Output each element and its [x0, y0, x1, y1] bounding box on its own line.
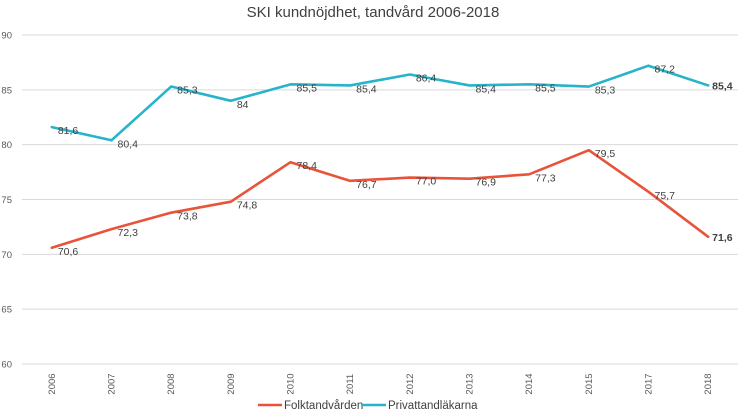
y-axis-ticks: 60 65 70 75 80 85 90 [1, 31, 12, 371]
x-tick-label: 2011 [345, 374, 356, 394]
x-tick-label: 2018 [703, 373, 714, 394]
series-line-folktandvården [50, 148, 710, 250]
data-label: 79,5 [595, 148, 616, 160]
x-tick-label: 2006 [47, 373, 58, 394]
y-tick-label: 80 [1, 140, 12, 151]
y-tick-label: 65 [1, 305, 12, 316]
legend: Folktandvården Privattandläkarna [258, 400, 478, 412]
series-lines [50, 64, 710, 250]
y-tick-label: 75 [1, 195, 12, 206]
x-tick-label: 2008 [166, 373, 177, 394]
y-tick-label: 60 [1, 360, 12, 371]
data-label: 85,4 [476, 83, 497, 95]
x-axis-ticks: 2006 2007 2008 2009 2010 2011 2012 2013 2014 2015… [47, 373, 714, 394]
data-label: 85,4 [356, 83, 377, 95]
y-tick-label: 85 [1, 85, 12, 96]
data-label: 87,2 [655, 64, 676, 76]
x-tick-label: 2015 [584, 373, 595, 394]
data-labels: 70,6 72,3 73,8 74,8 78,4 76,7 77,0 76,9 77,3 79,5… [58, 64, 733, 258]
series-line-privattandläkarna [50, 64, 710, 142]
data-label: 75,7 [655, 190, 676, 202]
data-label: 81,6 [58, 125, 79, 137]
data-label: 80,4 [118, 138, 139, 150]
y-tick-label: 70 [1, 250, 12, 261]
legend-label: Privattandläkarna [388, 400, 478, 412]
x-tick-label: 2012 [405, 373, 416, 394]
data-label: 73,8 [177, 211, 198, 223]
data-label: 85,4 [712, 80, 733, 92]
data-label: 78,4 [297, 160, 318, 172]
data-label: 74,8 [237, 200, 258, 212]
data-label: 76,9 [476, 177, 497, 189]
x-tick-label: 2010 [286, 373, 297, 394]
data-label: 70,6 [58, 246, 79, 258]
data-label: 76,7 [356, 179, 377, 191]
y-tick-label: 90 [1, 31, 12, 42]
data-label: 85,3 [595, 85, 616, 97]
chart-title: SKI kundnöjdhet, tandvård 2006-2018 [247, 4, 500, 21]
gridlines [22, 34, 738, 365]
data-label: 85,3 [177, 85, 198, 97]
x-tick-label: 2014 [524, 373, 535, 394]
x-tick-label: 2009 [226, 373, 237, 394]
data-label: 85,5 [297, 82, 318, 94]
data-label: 71,6 [712, 232, 733, 244]
x-tick-label: 2013 [465, 373, 476, 394]
data-label: 86,4 [416, 72, 437, 84]
x-tick-label: 2017 [644, 373, 655, 394]
x-tick-label: 2007 [107, 373, 118, 394]
legend-label: Folktandvården [284, 400, 363, 412]
data-label: 77,3 [535, 172, 556, 184]
data-label: 85,5 [535, 82, 556, 94]
data-label: 72,3 [118, 227, 139, 239]
data-label: 84 [237, 99, 249, 111]
data-label: 77,0 [416, 176, 437, 188]
